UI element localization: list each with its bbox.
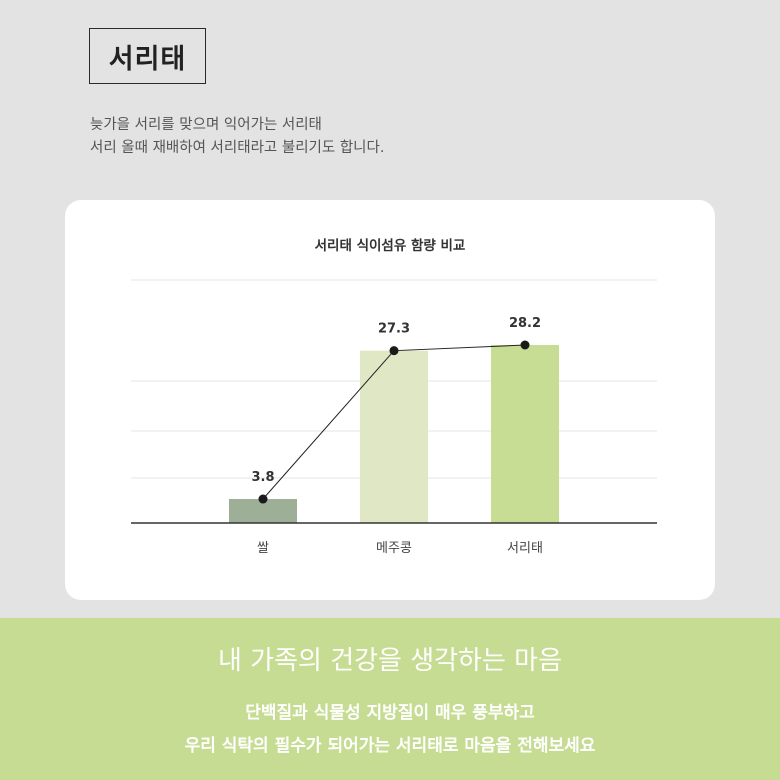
description-line-2: 서리 올때 재배하여 서리태라고 불리기도 합니다. bbox=[90, 140, 385, 156]
bar-1 bbox=[229, 499, 297, 523]
banner-line-1: 단백질과 식물성 지방질이 매우 풍부하고 bbox=[245, 703, 535, 723]
banner-title: 내 가족의 건강을 생각하는 마음 bbox=[217, 646, 563, 676]
x-tick-label-3: 서리태 bbox=[507, 541, 543, 556]
description-line-1: 늦가을 서리를 맞으며 익어가는 서리태 bbox=[90, 117, 322, 133]
data-label-1: 3.8 bbox=[251, 470, 274, 485]
chart-title: 서리태 식이섬유 함량 비교 bbox=[314, 238, 466, 254]
chart-card: 서리태 식이섬유 함량 비교 3.8 27.3 28.2 쌀 메주콩 서리태 bbox=[65, 200, 715, 600]
x-tick-label-1: 쌀 bbox=[257, 541, 269, 556]
data-label-3: 28.2 bbox=[509, 316, 541, 331]
description: 늦가을 서리를 맞으며 익어가는 서리태 서리 올때 재배하여 서리태라고 불리… bbox=[90, 114, 384, 160]
bar-2 bbox=[360, 350, 428, 523]
data-point-3 bbox=[520, 340, 530, 350]
data-point-2 bbox=[389, 346, 399, 356]
banner-line-2: 우리 식탁의 필수가 되어가는 서리태로 마음을 전해보세요 bbox=[184, 736, 596, 756]
bar-3 bbox=[491, 345, 559, 523]
page-title: 서리태 bbox=[89, 28, 206, 84]
data-point-1 bbox=[258, 494, 268, 504]
bar-chart: 3.8 27.3 28.2 쌀 메주콩 서리태 bbox=[131, 279, 657, 556]
data-label-2: 27.3 bbox=[378, 322, 410, 337]
x-tick-label-2: 메주콩 bbox=[376, 541, 412, 556]
bottom-banner: 내 가족의 건강을 생각하는 마음 단백질과 식물성 지방질이 매우 풍부하고 … bbox=[0, 618, 780, 780]
